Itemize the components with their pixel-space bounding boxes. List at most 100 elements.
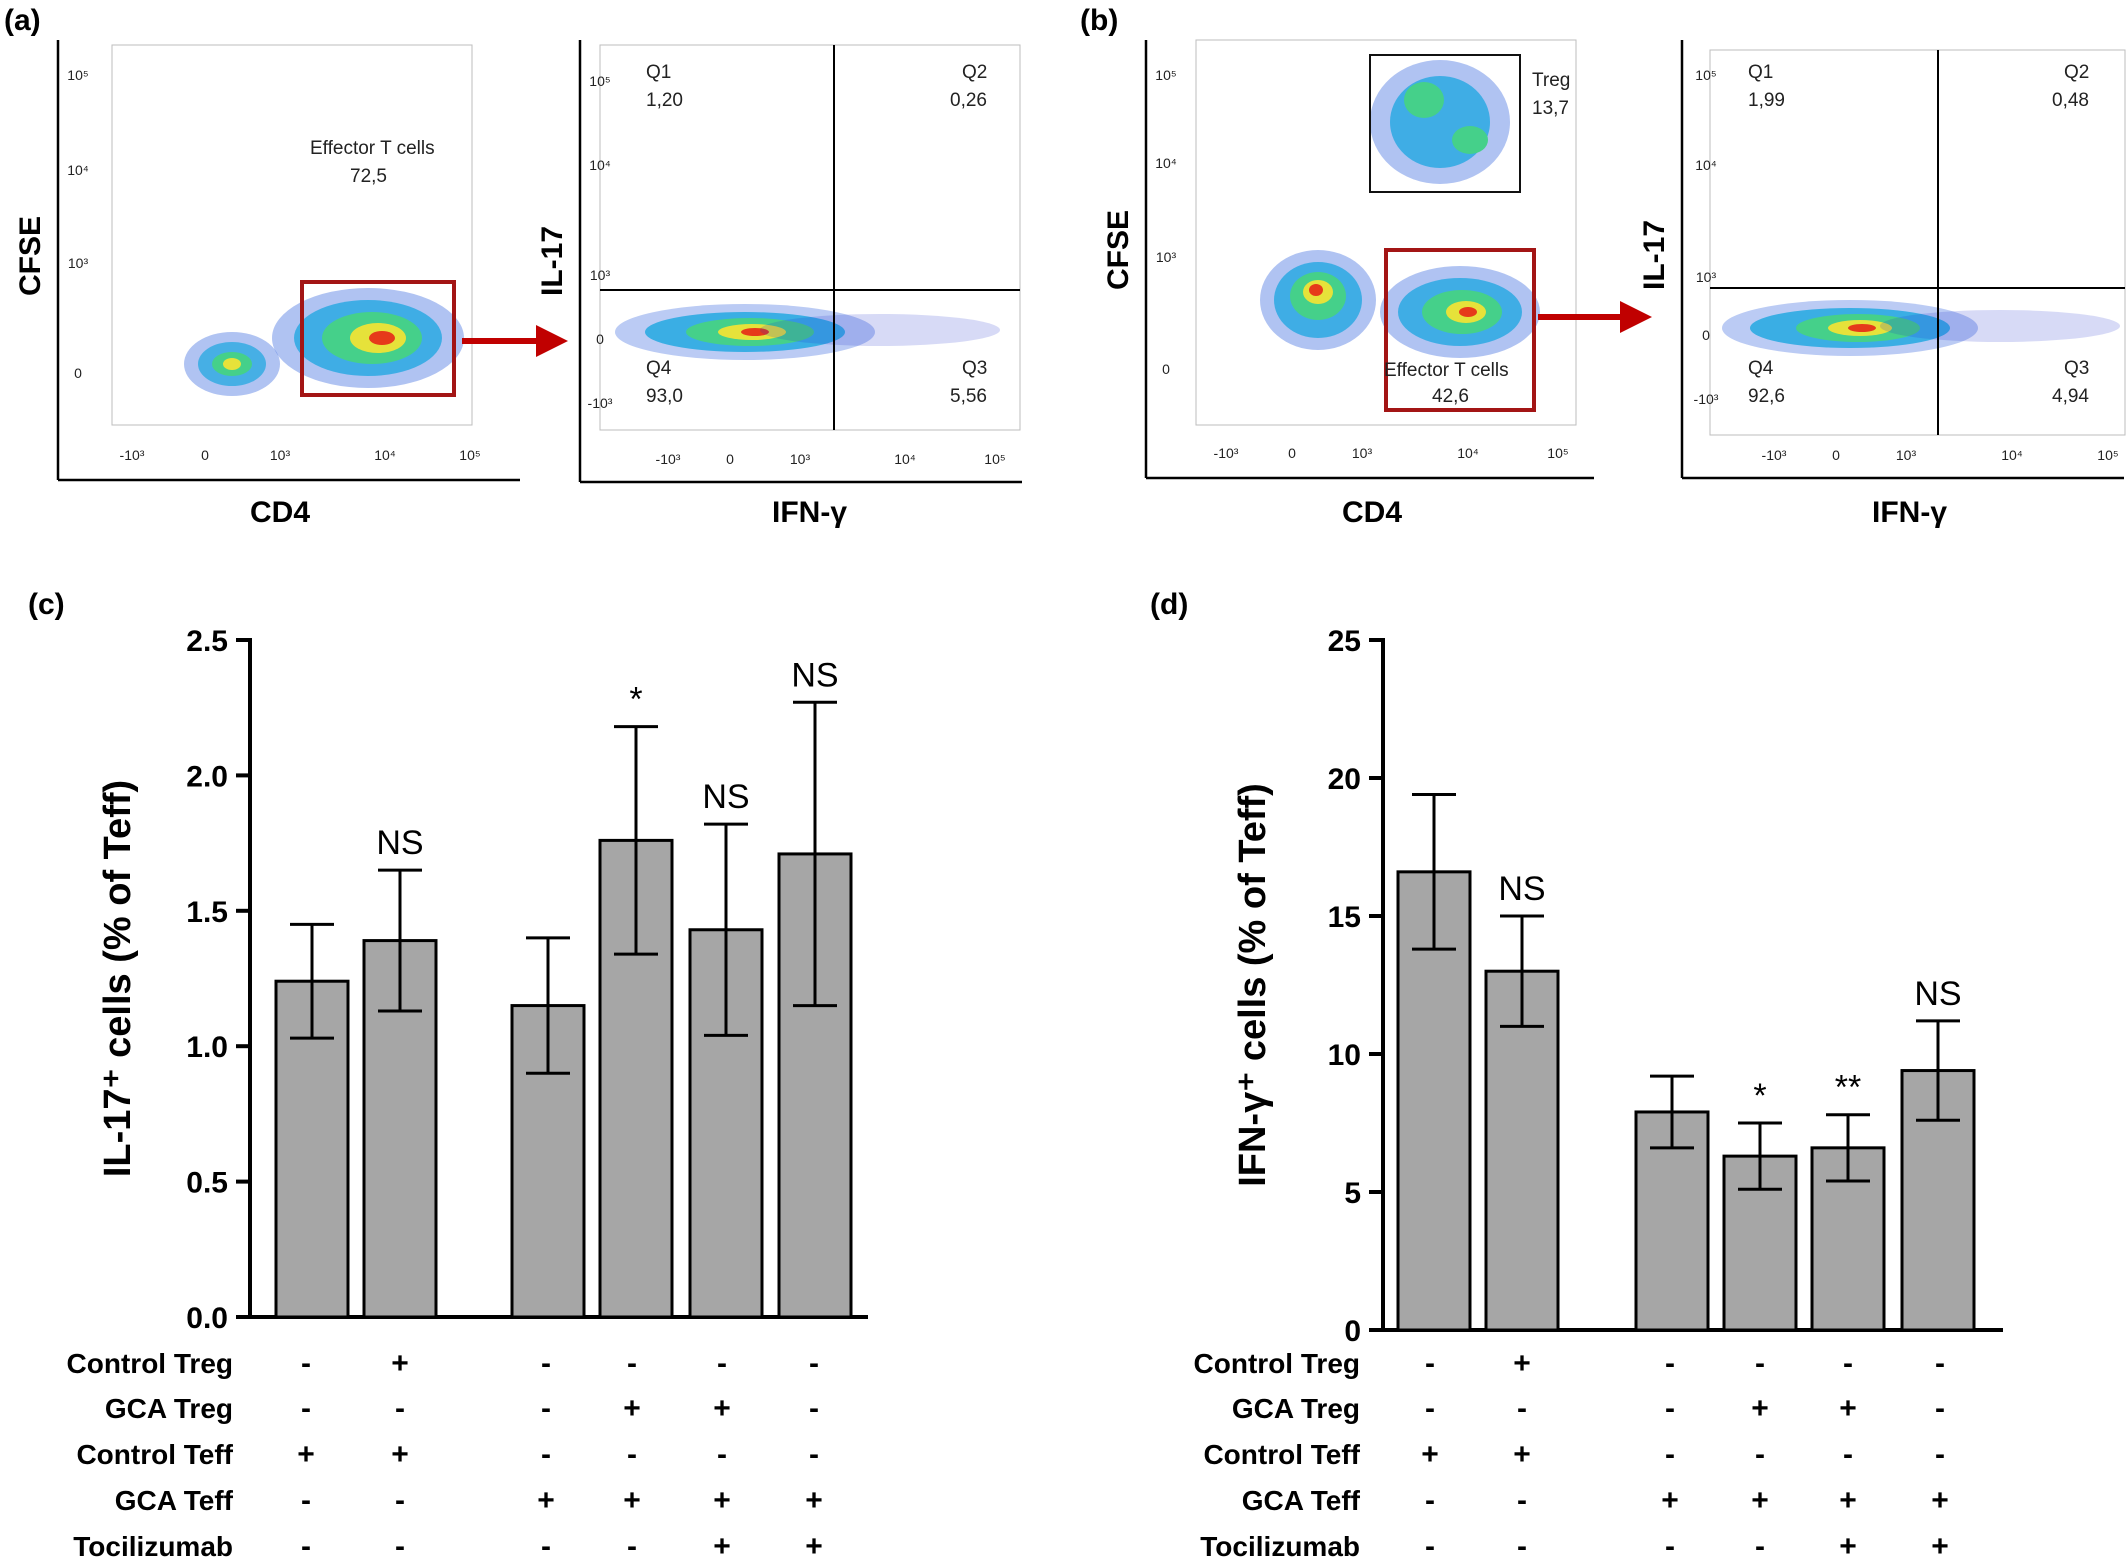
cell-population-b-effector [1380,266,1540,358]
panel-label-b: (b) [1080,4,1118,37]
condition-sign: - [301,1392,311,1425]
condition-sign: - [541,1530,551,1563]
condition-row-label: Control Teff [1203,1439,1360,1470]
condition-sign: + [1751,1392,1769,1425]
significance-label: * [1753,1077,1766,1115]
bar [1900,1069,1976,1332]
condition-sign: + [1839,1484,1857,1517]
condition-sign: + [713,1392,731,1425]
flow-xtick-b-quad-4: 10⁵ [2097,447,2118,463]
flow-ytick-b-quad-0: -10³ [1694,391,1719,407]
y-tick-label: 1.5 [186,896,228,929]
condition-sign: + [1513,1347,1531,1380]
flow-ytick-a-quad-2: 10³ [590,267,611,283]
effector-gate-b [1384,248,1536,412]
condition-sign: - [541,1347,551,1380]
condition-row-label: Control Treg [67,1348,233,1379]
condition-sign: - [1665,1392,1675,1425]
flow-xtick-a-quad-1: 0 [726,451,734,467]
y-tick-label: 20 [1328,763,1361,796]
xlabel-b-quad: IFN-γ [1872,496,1947,529]
condition-sign: + [713,1484,731,1517]
flow-ytick-a-gate-4: 10⁵ [67,67,88,83]
condition-sign: + [1839,1392,1857,1425]
significance-label: NS [791,656,838,694]
y-tick-label: 2.5 [186,625,228,658]
flow-quad-plot-b: Q1 1,99 Q2 0,48 Q4 92,6 Q3 4,94 IFN-γ IL… [1638,40,2126,529]
condition-sign: - [541,1392,551,1425]
flow-ytick-a-gate-3: 10⁴ [67,162,89,178]
flow-xtick-a-gate-2: 10³ [270,447,291,463]
condition-sign: + [623,1392,641,1425]
flow-ytick-b-quad-2: 10³ [1696,269,1717,285]
gate-value-b: 42,6 [1432,386,1469,407]
condition-row-label: GCA Teff [115,1485,234,1516]
condition-sign: - [809,1347,819,1380]
ylabel-a-quad: IL-17 [536,226,569,296]
treg-gate-b [1369,54,1521,193]
treg-gate-name-b: Treg [1532,70,1570,91]
condition-sign: - [301,1347,311,1380]
flow-xtick-b-gate-4: 10⁵ [1547,445,1568,461]
condition-sign: - [809,1392,819,1425]
condition-row-label: GCA Treg [1232,1393,1360,1424]
condition-sign: + [1751,1484,1769,1517]
y-tick-label: 2.0 [186,760,228,793]
condition-sign: - [809,1438,819,1471]
flow-quad-plot-a: Q1 1,20 Q2 0,26 Q4 93,0 Q3 5,56 IFN-γ IL… [536,40,1022,529]
effector-gate-a [300,280,456,397]
condition-sign: - [1517,1530,1527,1563]
condition-sign: - [301,1484,311,1517]
flow-xtick-b-quad-0: -10³ [1762,447,1787,463]
significance-label: NS [702,778,749,816]
condition-sign: - [627,1347,637,1380]
y-tick-label: 1.0 [186,1031,228,1064]
flow-xtick-a-quad-2: 10³ [790,451,811,467]
condition-sign: - [1665,1347,1675,1380]
flow-ytick-b-quad-3: 10⁴ [1695,157,1717,173]
flow-gate-plot-a: Effector T cells 72,5 CD4 CFSE [14,40,520,529]
cell-population-b-treg [1370,60,1510,184]
condition-sign: - [1935,1347,1945,1380]
condition-sign: + [1513,1438,1531,1471]
condition-sign: + [537,1484,555,1517]
flow-arrow-a [462,325,568,357]
flow-ytick-a-quad-1: 0 [596,331,604,347]
xlabel-a-quad: IFN-γ [772,496,847,529]
condition-row-label: Control Teff [76,1439,233,1470]
significance-label: NS [1914,975,1961,1013]
quad-q1-value-b: 1,99 [1748,90,1785,111]
quad-q2-value-b: 0,48 [2052,90,2089,111]
y-tick-label: 5 [1344,1177,1361,1210]
condition-sign: + [391,1438,409,1471]
y-axis-title: IL-17⁺ cells (% of Teff) [97,780,139,1177]
flow-xtick-b-gate-2: 10³ [1352,445,1373,461]
flow-ytick-b-gate-1: 0 [1162,361,1170,377]
flow-xtick-b-gate-0: -10³ [1214,445,1239,461]
flow-xtick-b-quad-2: 10³ [1896,447,1917,463]
bar [1484,969,1560,1332]
gate-name-a: Effector T cells [310,138,435,159]
condition-sign: - [1425,1484,1435,1517]
condition-sign: + [805,1530,823,1563]
condition-row-label: Tocilizumab [73,1531,233,1562]
xlabel-b-gate: CD4 [1342,496,1402,529]
y-tick-label: 0.0 [186,1302,228,1335]
treg-gate-value-b: 13,7 [1532,98,1569,119]
condition-sign: - [1665,1530,1675,1563]
condition-sign: - [541,1438,551,1471]
conditions-table-d: Control Treg - + - - - - GCA Treg - - - + + - Control … [1194,1347,1949,1563]
flow-xtick-b-quad-1: 0 [1832,447,1840,463]
cell-population-a-effector [272,288,464,388]
ylabel-b-quad: IL-17 [1638,220,1671,290]
condition-row-label: Tocilizumab [1200,1531,1360,1562]
ylabel-a-gate: CFSE [14,216,47,296]
condition-sign: - [627,1530,637,1563]
condition-sign: + [391,1347,409,1380]
condition-row-label: GCA Treg [105,1393,233,1424]
cell-population-b-quad [1722,300,2120,356]
ylabel-b-gate: CFSE [1102,210,1135,290]
condition-row-label: GCA Teff [1242,1485,1361,1516]
quad-q4-name-b: Q4 [1748,358,1774,379]
